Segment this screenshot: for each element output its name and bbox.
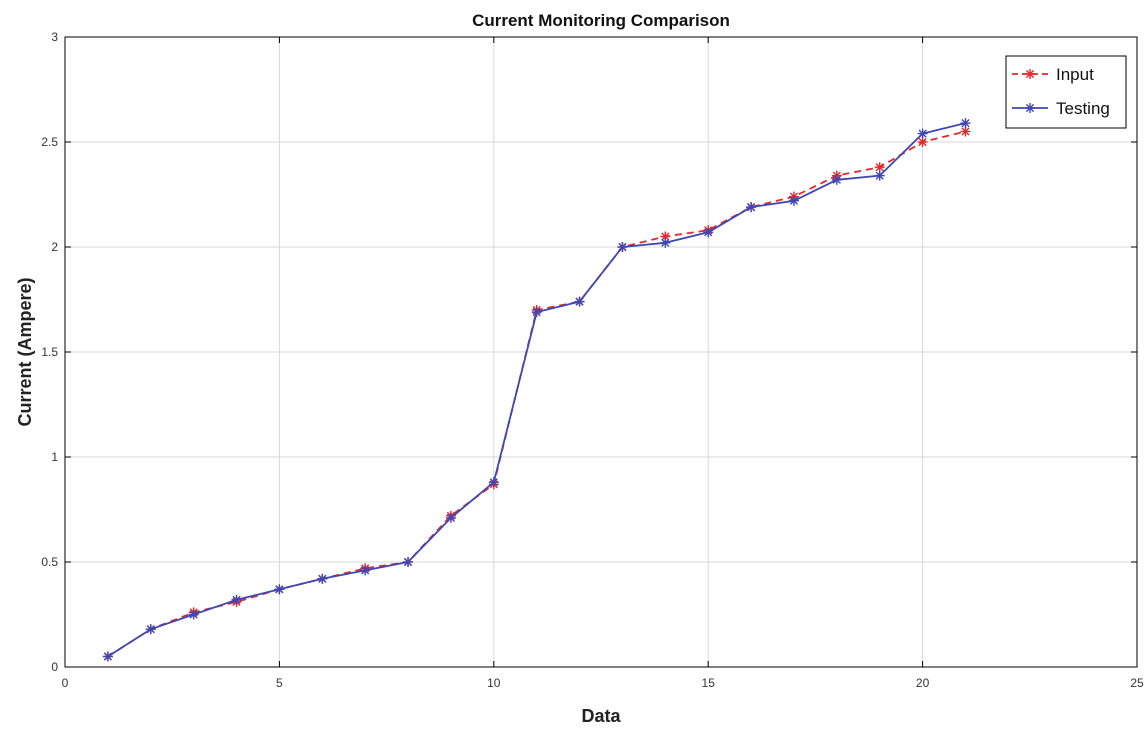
- x-tick-label: 15: [702, 676, 716, 690]
- data-point-testing: [660, 237, 671, 248]
- y-tick-label: 2.5: [41, 135, 58, 149]
- legend-box: [1005, 55, 1127, 129]
- data-point-testing: [445, 512, 456, 523]
- grid: [65, 37, 1137, 667]
- data-point-testing: [317, 573, 328, 584]
- data-point-testing: [788, 195, 799, 206]
- data-point-testing: [574, 296, 585, 307]
- y-axis-label: Current (Ampere): [15, 277, 35, 426]
- data-point-testing: [831, 174, 842, 185]
- data-point-testing: [746, 202, 757, 213]
- data-point-testing: [917, 128, 928, 139]
- data-point-testing: [960, 118, 971, 129]
- legend: Input Testing: [1005, 55, 1127, 129]
- x-tick-label: 25: [1130, 676, 1144, 690]
- y-tick-label: 0: [51, 660, 58, 674]
- series-testing: [102, 118, 971, 662]
- chart-title: Current Monitoring Comparison: [472, 11, 730, 30]
- x-tick-label: 5: [276, 676, 283, 690]
- legend-testing-marker: [1025, 103, 1035, 113]
- x-axis-label: Data: [581, 706, 621, 726]
- y-tick-label: 3: [51, 30, 58, 44]
- y-tick-label: 0.5: [41, 555, 58, 569]
- x-tick-label: 20: [916, 676, 930, 690]
- data-point-testing: [617, 242, 628, 252]
- data-point-testing: [488, 477, 499, 488]
- y-tick-label: 1: [51, 450, 58, 464]
- data-point-input: [960, 126, 971, 137]
- y-tick-label: 2: [51, 240, 58, 254]
- series-layer: [102, 118, 971, 662]
- data-point-input: [874, 162, 885, 173]
- y-tick-label: 1.5: [41, 345, 58, 359]
- data-point-testing: [145, 624, 156, 635]
- data-point-input: [917, 137, 928, 147]
- data-point-testing: [531, 307, 542, 318]
- legend-testing-asterisk: [1025, 103, 1035, 113]
- data-point-testing: [102, 651, 113, 662]
- x-tick-label: 0: [62, 676, 69, 690]
- data-point-testing: [403, 557, 414, 567]
- data-point-testing: [188, 609, 199, 620]
- x-tick-label: 10: [487, 676, 501, 690]
- data-point-testing: [360, 565, 371, 576]
- data-point-testing: [874, 170, 885, 181]
- legend-input-marker: [1025, 69, 1035, 79]
- legend-input-label: Input: [1056, 65, 1094, 84]
- data-point-testing: [231, 594, 242, 605]
- ticks: 0 5 10 15 20 25 0 0.5 1 1.5 2 2.5 3: [41, 30, 1144, 690]
- data-point-testing: [703, 227, 714, 238]
- legend-testing-label: Testing: [1056, 99, 1110, 118]
- legend-input-asterisk: [1025, 69, 1035, 79]
- data-point-testing: [274, 584, 285, 595]
